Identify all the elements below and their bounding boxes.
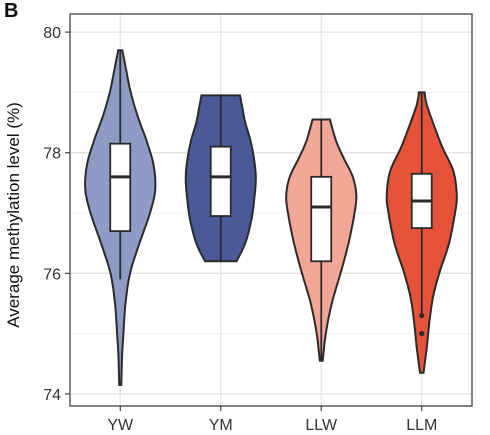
y-tick-label: 74 (43, 387, 61, 404)
outlier-point (419, 312, 425, 319)
violin-group (285, 118, 358, 362)
violin-group (84, 49, 157, 386)
x-tick-label: LLW (305, 417, 338, 434)
iqr-box (109, 142, 132, 233)
violin-group (385, 91, 458, 374)
x-tick-label: YW (107, 417, 134, 434)
outlier-point (419, 331, 425, 337)
plot-panel-border (69, 13, 473, 407)
violin-layer (84, 49, 458, 386)
y-tick-label: 80 (43, 25, 61, 42)
y-axis-title: Average methylation level (%) (4, 102, 23, 328)
x-tick-label: YM (209, 417, 233, 434)
x-tick-label: LLM (406, 417, 437, 434)
iqr-box (310, 175, 333, 263)
y-tick-label: 78 (43, 146, 61, 163)
panel-label: B (4, 0, 19, 22)
axis-layer: 74 76 78 80 YW YM LLW LLM (43, 25, 437, 434)
violin-group (184, 94, 257, 263)
iqr-box (209, 145, 232, 217)
y-tick-label: 76 (43, 266, 61, 283)
